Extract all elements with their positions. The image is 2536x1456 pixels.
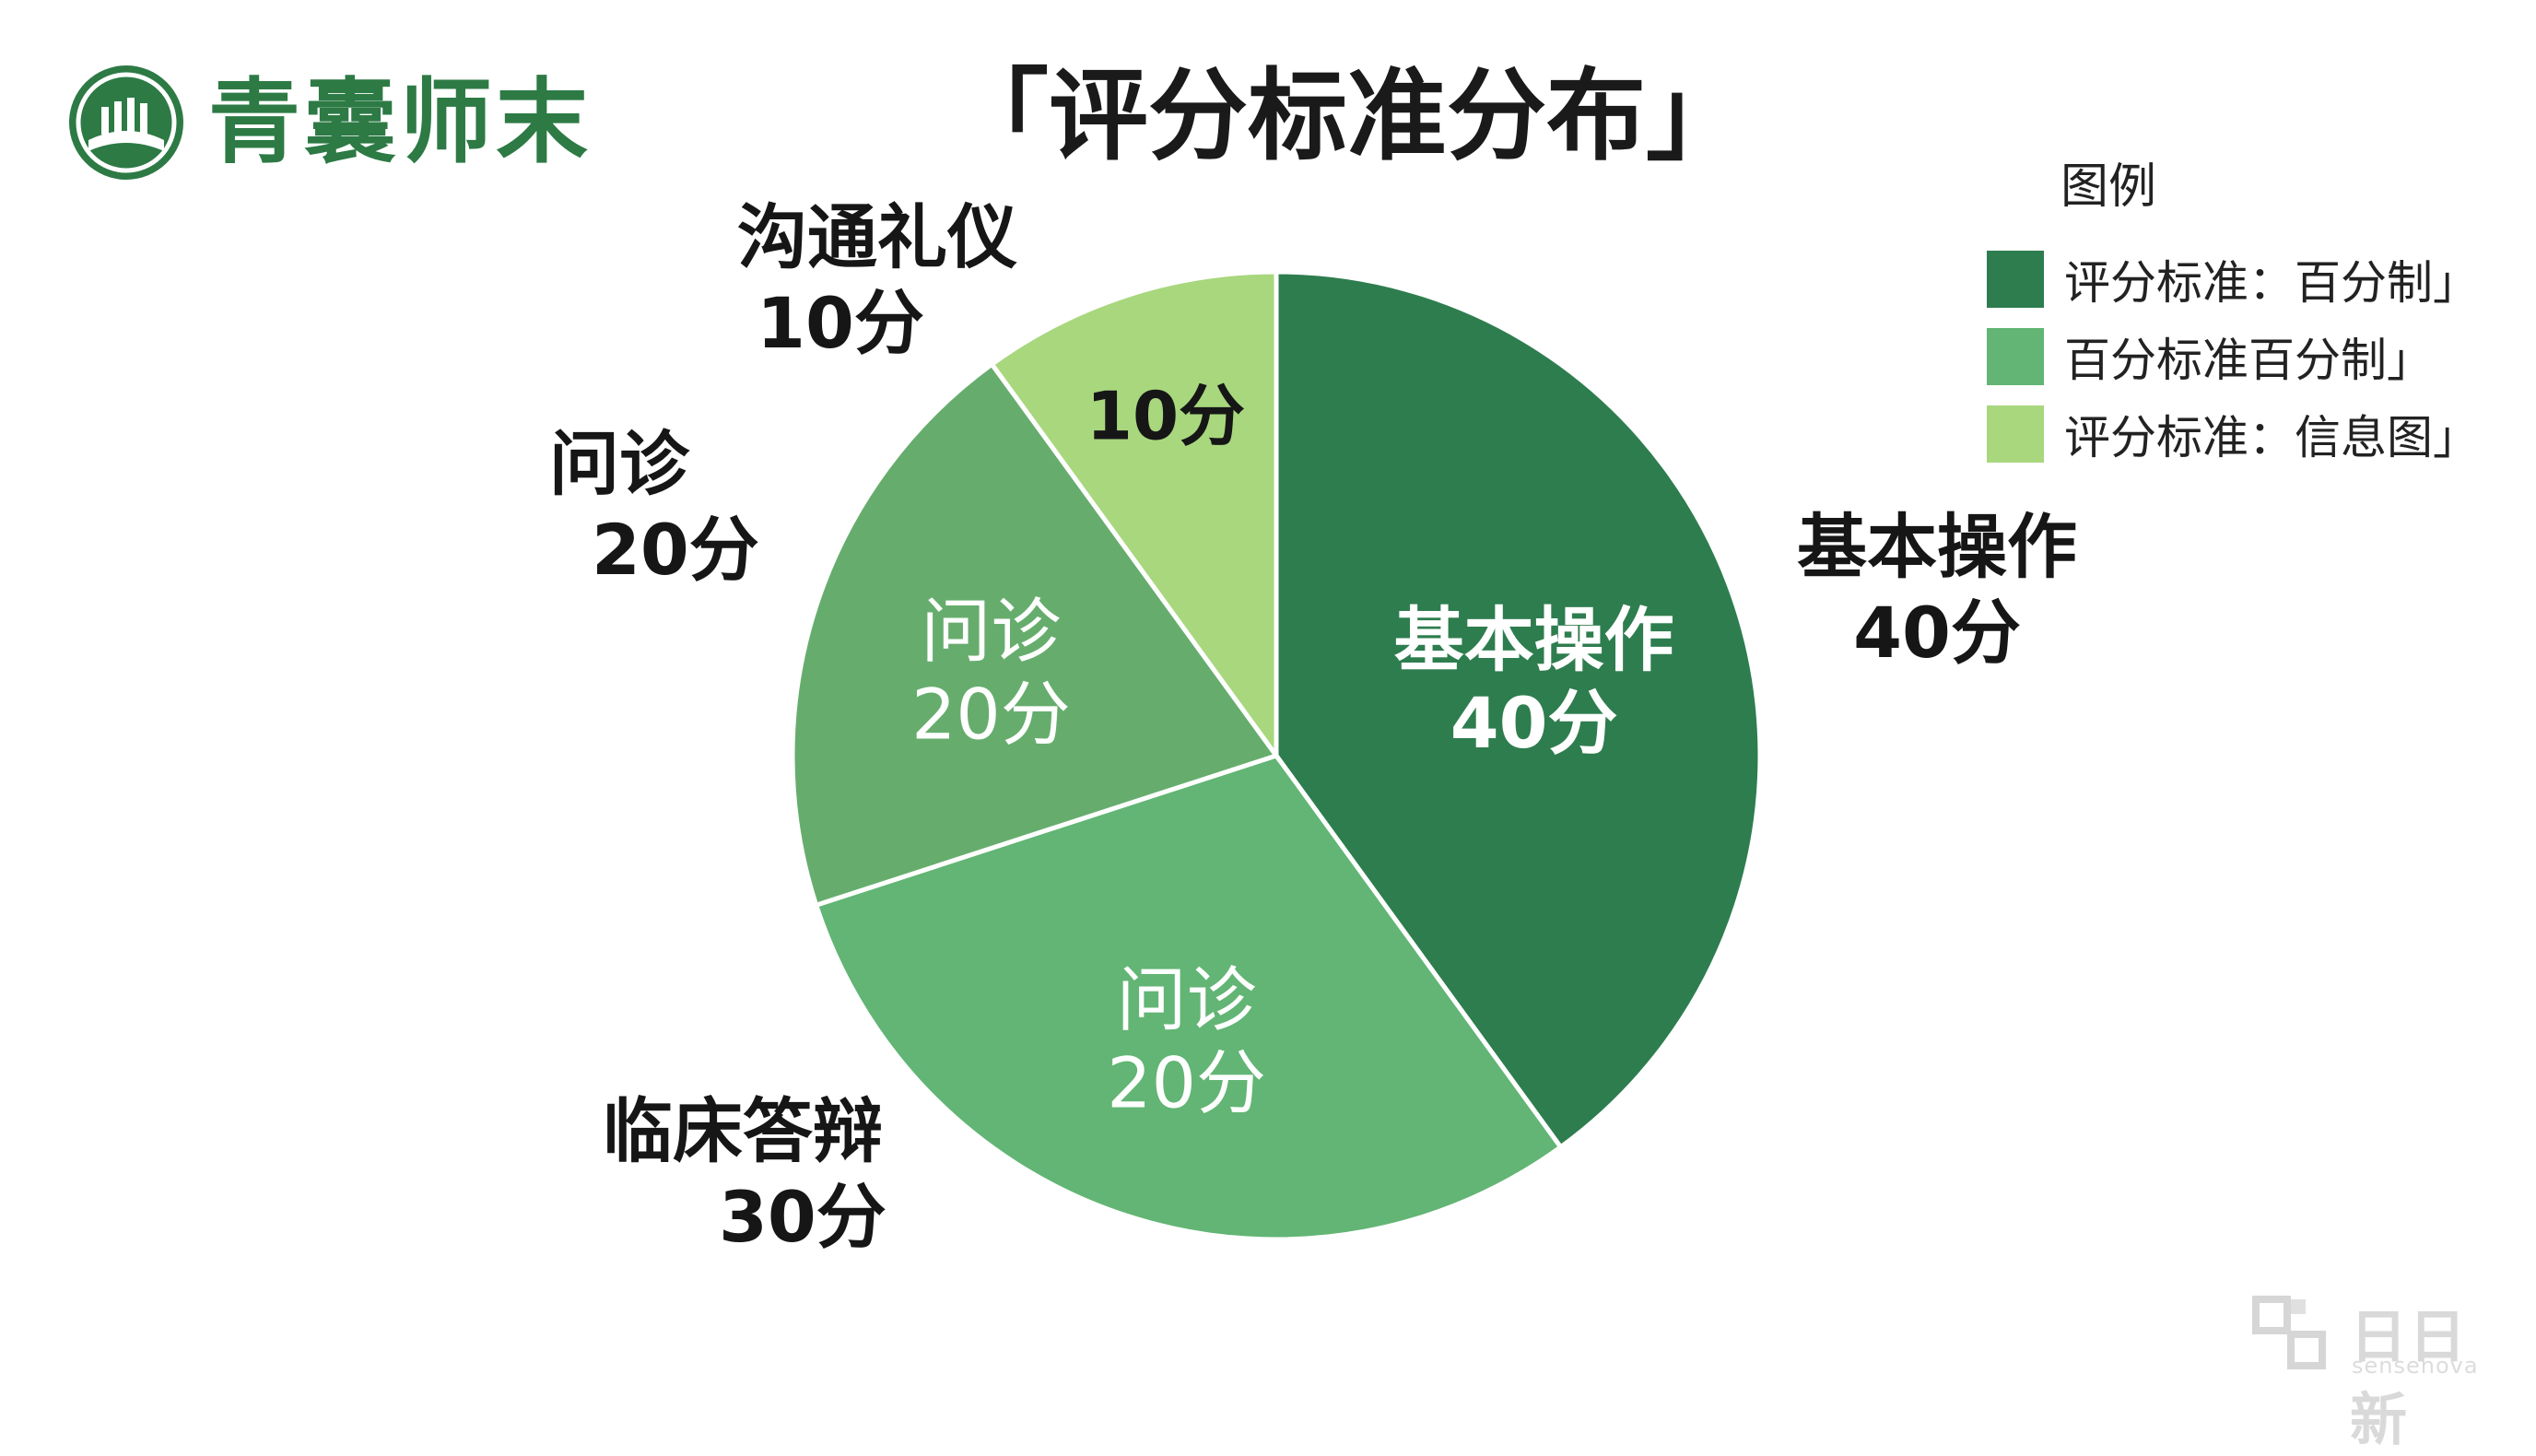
legend-title: 图例 <box>2060 159 2157 215</box>
outer-label-slice-2: 临床答辩 30分 <box>599 1089 886 1260</box>
brand-name: 青囊师末 <box>208 68 592 176</box>
legend-swatch <box>1987 251 2044 308</box>
pie-slice-2 <box>813 753 1565 1242</box>
slice-inner-name: 基本操作 <box>1394 599 1674 681</box>
legend-item: 评分标准：信息图」 <box>1987 395 2479 473</box>
legend-label: 评分标准：百分制」 <box>2064 256 2479 310</box>
watermark-subtext: sensenova <box>2352 1353 2479 1379</box>
legend-item: 百分标准百分制」 <box>1987 318 2479 395</box>
outer-label-slice-4: 沟通礼仪 10分 <box>737 195 1017 366</box>
outer-label-name: 沟通礼仪 <box>737 196 1017 278</box>
brand-logo-icon <box>69 65 183 180</box>
watermark-logo-icon <box>2252 1296 2326 1369</box>
pie-slice-1 <box>1274 269 1763 1151</box>
legend-label: 百分标准百分制」 <box>2064 334 2433 387</box>
outer-label-slice-1: 基本操作 40分 <box>1797 505 2077 675</box>
watermark: 日日新 sensenova <box>2248 1290 2507 1453</box>
legend-swatch <box>1987 328 2044 385</box>
chart-title: 「评分标准分布」 <box>949 59 1746 174</box>
legend: 图例 评分标准：百分制」 百分标准百分制」 评分标准：信息图」 <box>1987 147 2479 473</box>
legend-swatch <box>1987 405 2044 463</box>
pie-slice-4 <box>988 269 1279 763</box>
slice-inner-value: 40分 <box>1450 682 1618 764</box>
legend-item: 评分标准：百分制」 <box>1987 241 2479 318</box>
slice-inner-name: 问诊 <box>1117 959 1257 1041</box>
slice-inner-value: 10分 <box>1086 378 1245 455</box>
outer-label-value: 40分 <box>1853 591 2021 674</box>
slice-inner-name: 问诊 <box>921 590 1061 672</box>
pie-slice-3 <box>790 360 1281 909</box>
outer-label-value: 20分 <box>592 508 759 591</box>
outer-label-value: 30分 <box>719 1175 886 1258</box>
legend-label: 评分标准：信息图」 <box>2064 411 2479 464</box>
slice-inner-value: 20分 <box>1107 1042 1266 1124</box>
slice-inner-value: 20分 <box>911 673 1071 755</box>
outer-label-slice-3: 问诊 20分 <box>549 422 759 593</box>
outer-label-value: 10分 <box>757 281 924 364</box>
outer-label-name: 基本操作 <box>1797 506 2077 588</box>
outer-label-name: 问诊 <box>549 423 689 505</box>
brand: 青囊师末 <box>65 61 592 184</box>
outer-label-name: 临床答辩 <box>602 1090 883 1172</box>
